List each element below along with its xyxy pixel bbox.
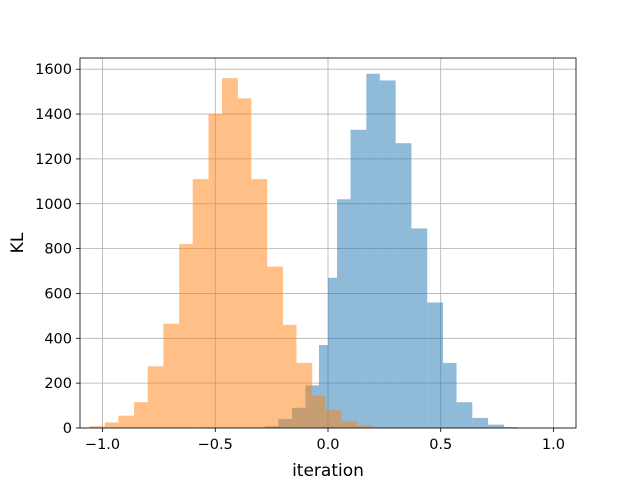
histogram-bar bbox=[370, 427, 387, 428]
histogram-bar bbox=[312, 395, 326, 428]
histogram-bar bbox=[118, 415, 135, 428]
histogram-bar bbox=[282, 324, 297, 428]
histogram-bar bbox=[472, 417, 489, 428]
histogram-bar bbox=[296, 362, 313, 428]
histogram-bar bbox=[237, 98, 252, 428]
histogram-bar bbox=[341, 421, 358, 428]
grid-lines bbox=[80, 58, 576, 429]
histogram-bar bbox=[357, 425, 371, 428]
histogram-bar bbox=[251, 179, 268, 428]
y-axis-label: KL bbox=[8, 232, 28, 253]
histogram-bars bbox=[59, 73, 518, 429]
histogram-bar bbox=[411, 228, 428, 428]
histogram-bar bbox=[208, 114, 223, 428]
histogram-bar bbox=[379, 80, 396, 428]
histogram-bar bbox=[350, 129, 367, 428]
histogram-bar bbox=[366, 73, 380, 429]
histogram-bar bbox=[267, 266, 283, 428]
y-tick-label: 200 bbox=[44, 376, 72, 392]
histogram-bar bbox=[318, 345, 328, 428]
histogram-bar bbox=[179, 244, 193, 428]
x-tick-label: 0.5 bbox=[429, 437, 452, 453]
x-axis-ticks: −1.0 −0.5 0.0 0.5 1.0 bbox=[85, 428, 565, 453]
histogram-bar bbox=[134, 402, 148, 428]
histogram-bar bbox=[222, 78, 238, 428]
y-tick-label: 1200 bbox=[35, 152, 72, 168]
histogram-bar bbox=[503, 427, 518, 428]
y-tick-label: 400 bbox=[44, 331, 72, 347]
histogram-bar bbox=[89, 426, 105, 428]
histogram-bar bbox=[147, 366, 164, 428]
y-tick-label: 0 bbox=[63, 421, 72, 437]
histogram-bar bbox=[325, 410, 342, 428]
histogram-bar bbox=[395, 143, 412, 428]
histogram-bar bbox=[163, 323, 180, 428]
y-axis-ticks: 0 200 400 600 800 1000 1200 1400 1600 bbox=[35, 62, 80, 437]
histogram-bar bbox=[104, 422, 119, 428]
histogram-bar bbox=[192, 179, 209, 428]
series-1-bars bbox=[59, 78, 387, 428]
y-tick-label: 1000 bbox=[35, 197, 72, 213]
histogram-bar bbox=[456, 402, 473, 428]
series-0-bars bbox=[251, 73, 518, 429]
y-tick-label: 1400 bbox=[35, 107, 72, 123]
histogram-bar bbox=[442, 362, 457, 428]
histogram-bar bbox=[427, 302, 443, 428]
histogram-bar bbox=[328, 277, 338, 428]
x-tick-label: 0.0 bbox=[316, 437, 339, 453]
x-axis-label: iteration bbox=[292, 461, 364, 480]
x-tick-label: 1.0 bbox=[542, 437, 565, 453]
histogram-bar bbox=[488, 424, 504, 428]
x-tick-label: −1.0 bbox=[85, 437, 120, 453]
x-tick-label: −0.5 bbox=[198, 437, 233, 453]
histogram-bar bbox=[337, 199, 351, 428]
y-tick-label: 800 bbox=[44, 242, 72, 258]
y-tick-label: 1600 bbox=[35, 62, 72, 78]
y-tick-label: 600 bbox=[44, 286, 72, 302]
